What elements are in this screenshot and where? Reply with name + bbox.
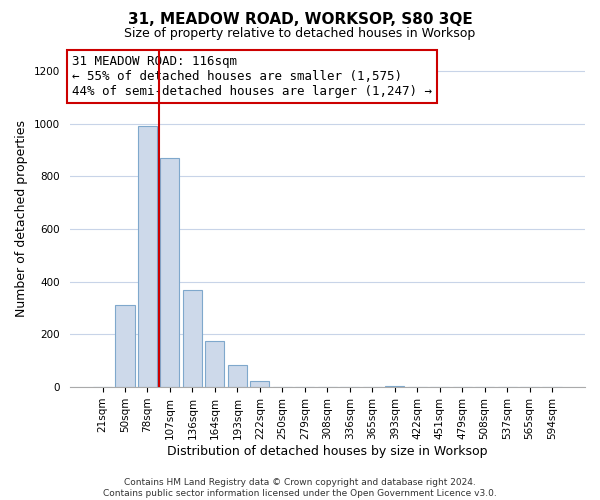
X-axis label: Distribution of detached houses by size in Worksop: Distribution of detached houses by size … (167, 444, 488, 458)
Text: Size of property relative to detached houses in Worksop: Size of property relative to detached ho… (124, 28, 476, 40)
Bar (385, 386, 404, 387)
Bar (228, 365, 247, 387)
Bar (250, 382, 269, 387)
Y-axis label: Number of detached properties: Number of detached properties (15, 120, 28, 317)
Text: 31 MEADOW ROAD: 116sqm
← 55% of detached houses are smaller (1,575)
44% of semi-: 31 MEADOW ROAD: 116sqm ← 55% of detached… (72, 55, 432, 98)
Bar (115, 306, 134, 387)
Bar (183, 290, 202, 387)
Text: 31, MEADOW ROAD, WORKSOP, S80 3QE: 31, MEADOW ROAD, WORKSOP, S80 3QE (128, 12, 472, 28)
Bar (160, 158, 179, 387)
Text: Contains HM Land Registry data © Crown copyright and database right 2024.
Contai: Contains HM Land Registry data © Crown c… (103, 478, 497, 498)
Bar (205, 341, 224, 387)
Bar (138, 126, 157, 387)
Bar (273, 386, 292, 387)
